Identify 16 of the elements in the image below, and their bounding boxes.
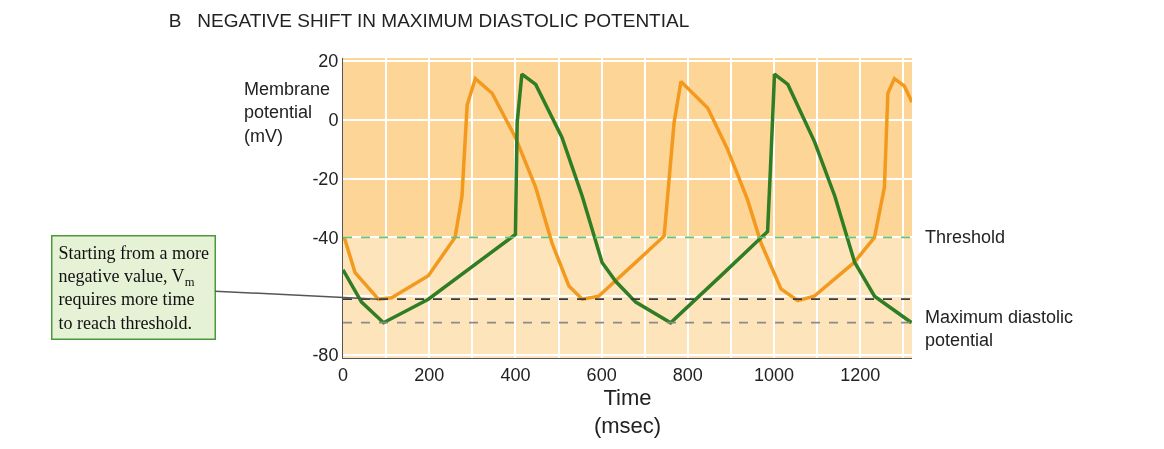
y-tick-label: -80 xyxy=(312,345,339,366)
x-tick-label: 400 xyxy=(500,364,531,385)
x-tick-label: 600 xyxy=(586,364,617,385)
x-axis-title: Time (msec) xyxy=(593,384,662,439)
ref-line-label: Threshold xyxy=(925,227,1006,247)
x-tick-label: 1200 xyxy=(840,364,881,385)
y-tick-label: -20 xyxy=(312,168,339,189)
chart-title: B NEGATIVE SHIFT IN MAXIMUM DIASTOLIC POTENTIAL xyxy=(168,9,690,31)
text: Maximum diastolic potential xyxy=(925,307,1074,351)
x-tick-label: 200 xyxy=(414,364,445,385)
y-tick-label: 0 xyxy=(328,110,339,131)
y-tick-label: -40 xyxy=(312,227,339,248)
y-tick-label: 20 xyxy=(318,51,339,72)
annotation: Starting from a more negative value, V$_{m}$ requires more time to reach threshold. xyxy=(58,242,209,333)
x-tick-label: 800 xyxy=(672,364,703,385)
x-tick-label: 1000 xyxy=(754,364,795,385)
